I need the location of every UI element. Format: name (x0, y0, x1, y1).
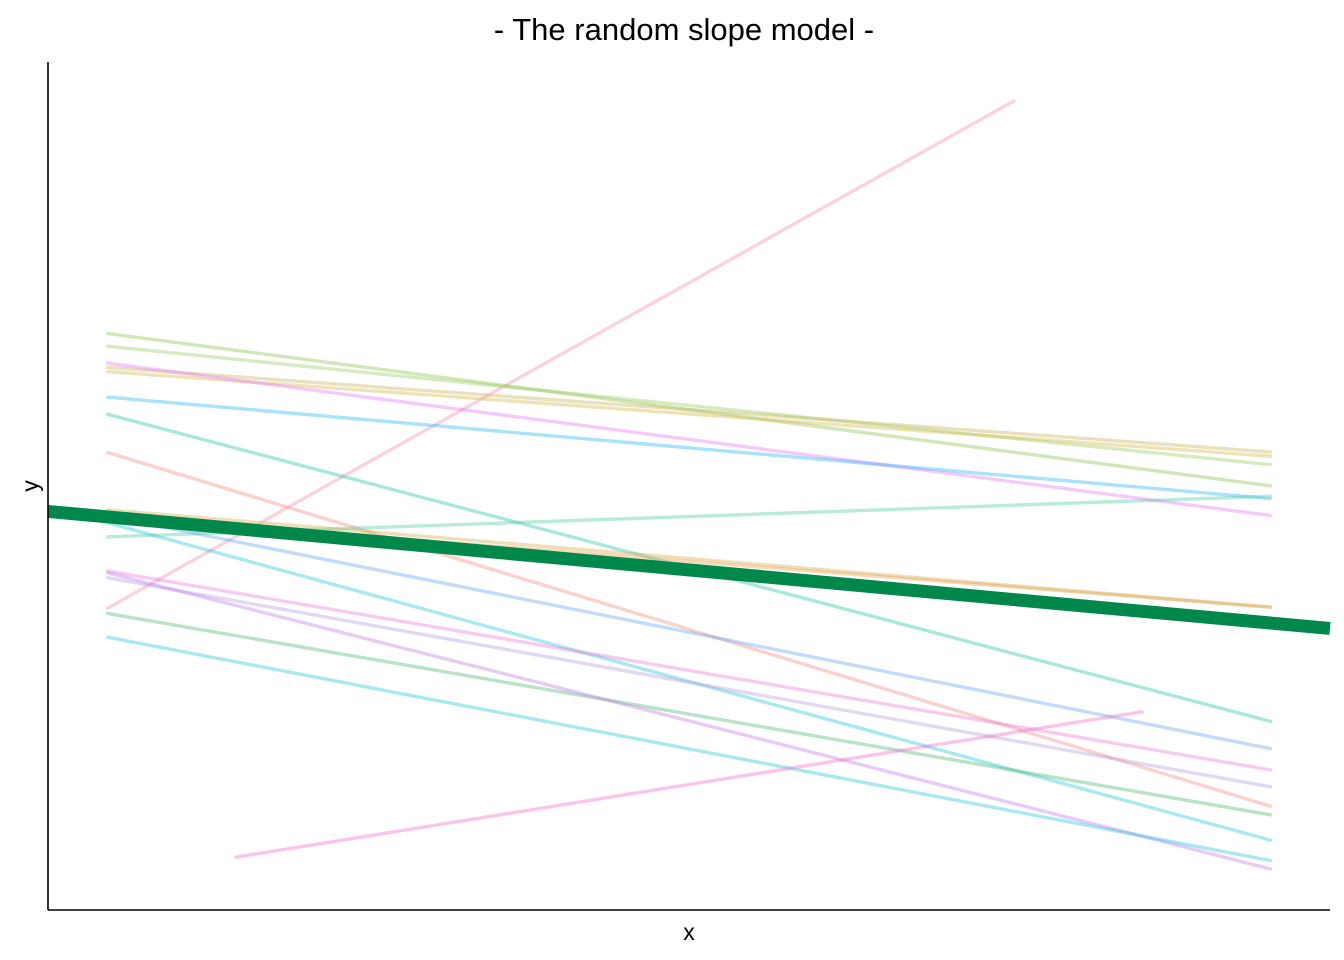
group-line-6 (106, 361, 1272, 518)
group-line-9 (105, 450, 1273, 809)
group-line-20 (234, 709, 1144, 860)
group-line-12 (106, 508, 1272, 609)
group-line-17 (105, 611, 1273, 817)
group-line-7 (106, 395, 1272, 501)
series-lines (47, 98, 1331, 871)
y-axis-label: y (17, 480, 43, 492)
x-axis-label: x (683, 919, 695, 945)
group-line-19 (105, 635, 1273, 863)
group-line-3 (106, 344, 1272, 467)
group-line-2 (106, 331, 1272, 488)
group-line-16 (105, 575, 1273, 789)
group-line-13 (105, 520, 1273, 843)
group-line-14 (105, 514, 1273, 751)
group-line-15 (105, 569, 1273, 772)
fixed-effect-line (47, 504, 1331, 635)
group-line-18 (105, 570, 1273, 871)
chart-title: - The random slope model - (494, 12, 874, 47)
group-line-5 (106, 369, 1272, 459)
group-line-4 (106, 365, 1272, 454)
